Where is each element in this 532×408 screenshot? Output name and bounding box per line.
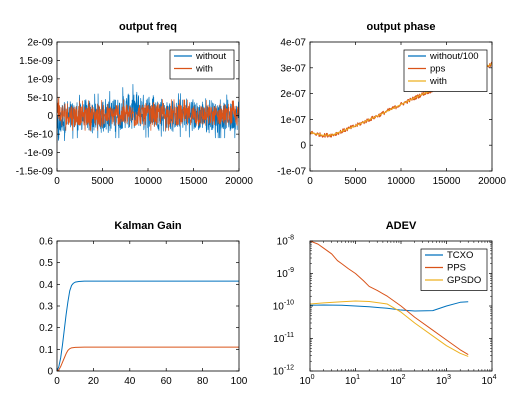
series-2 [57,346,239,371]
y-tick-label: 4e-07 [280,38,306,49]
y-tick-label: 0.2 [39,323,53,334]
x-tick-label: 80 [197,376,209,387]
y-tick-label: 1e-09 [27,74,53,85]
axes-frame [56,240,240,372]
y-tick-label: 0.3 [39,302,53,313]
y-tick-label: 0 [300,141,306,152]
series-with [57,91,239,131]
x-tick-label: 100 [299,374,314,387]
y-tick-label: 10-9 [277,267,294,280]
x-tick-label: 5000 [91,176,114,187]
legend-label: without [195,51,226,62]
y-tick-label: 10-11 [273,332,294,345]
x-tick-label: 10000 [387,176,415,187]
legend-label: pps [430,64,446,75]
y-tick-label: -1.5e-09 [16,167,54,178]
chart-kalman_gain: Kalman Gain 0 20 40 60 80 100 0 0.1 0.2 0.3 0.4 0.5 0… [39,220,248,387]
y-tick-label: -1e-09 [24,148,53,159]
x-tick-label: 0 [307,176,313,187]
x-tick-label: 5000 [344,176,367,187]
chart-title: output freq [119,21,177,33]
legend-box [169,49,235,80]
plot-area [57,280,239,371]
legend-label: with [195,64,213,75]
chart-adev: ADEV 100 101 102 103 104 10-12 10-11 10-10 10-9 10… [273,220,497,387]
y-tick-label: 0 [47,367,53,378]
legend-label: without/100 [429,51,479,62]
y-tick-label: 2e-07 [280,89,306,100]
plot-area [310,241,469,357]
x-tick-label: 20000 [478,176,506,187]
x-tick-label: 104 [481,374,496,387]
x-tick-label: 102 [390,374,405,387]
legend-box [403,49,488,92]
y-tick-label: 10-8 [277,235,294,248]
x-tick-label: 0 [54,376,60,387]
x-tick-label: 0 [54,176,60,187]
y-tick-label: 0 [47,111,53,122]
y-tick-label: 0.4 [39,280,53,291]
series-1 [57,280,239,371]
y-tick-label: 3e-07 [280,63,306,74]
x-tick-label: 103 [436,374,451,387]
chart-output_freq: output freq 0 5000 10000 15000 20000 -1.5e-09 -… [16,21,254,187]
y-tick-label: 0.6 [39,237,53,248]
x-tick-label: 15000 [433,176,461,187]
y-tick-label: -5e-10 [24,130,53,141]
y-tick-label: -1e-07 [277,167,306,178]
series-gpsdo [310,300,469,357]
y-tick-label: 0.5 [39,258,53,269]
plot-area [57,84,239,143]
legend-label: with [429,76,447,87]
x-tick-label: 20 [88,376,100,387]
y-tick-label: 10-10 [273,300,294,313]
series-pps [310,241,469,356]
legend-box [420,248,488,291]
x-tick-label: 101 [345,374,360,387]
legend-label: GPSDO [447,275,481,286]
chart-title: Kalman Gain [114,220,182,232]
x-tick-label: 60 [161,376,173,387]
legend-label: TCXO [447,250,473,261]
y-tick-label: 10-12 [273,365,294,378]
x-tick-label: 15000 [180,176,208,187]
y-tick-label: 5e-10 [27,93,53,104]
y-tick-label: 1.5e-09 [19,56,53,67]
chart-title: output phase [366,21,435,33]
x-tick-label: 100 [231,376,248,387]
chart-title: ADEV [386,220,417,232]
y-tick-label: 0.1 [39,345,53,356]
series-tcxo [310,301,469,312]
legend: without with [169,49,235,80]
y-tick-label: 2e-09 [27,38,53,49]
x-tick-label: 20000 [225,176,253,187]
x-tick-label: 40 [124,376,136,387]
y-tick-label: 1e-07 [280,115,306,126]
x-tick-label: 10000 [134,176,162,187]
legend-label: PPS [447,263,466,274]
